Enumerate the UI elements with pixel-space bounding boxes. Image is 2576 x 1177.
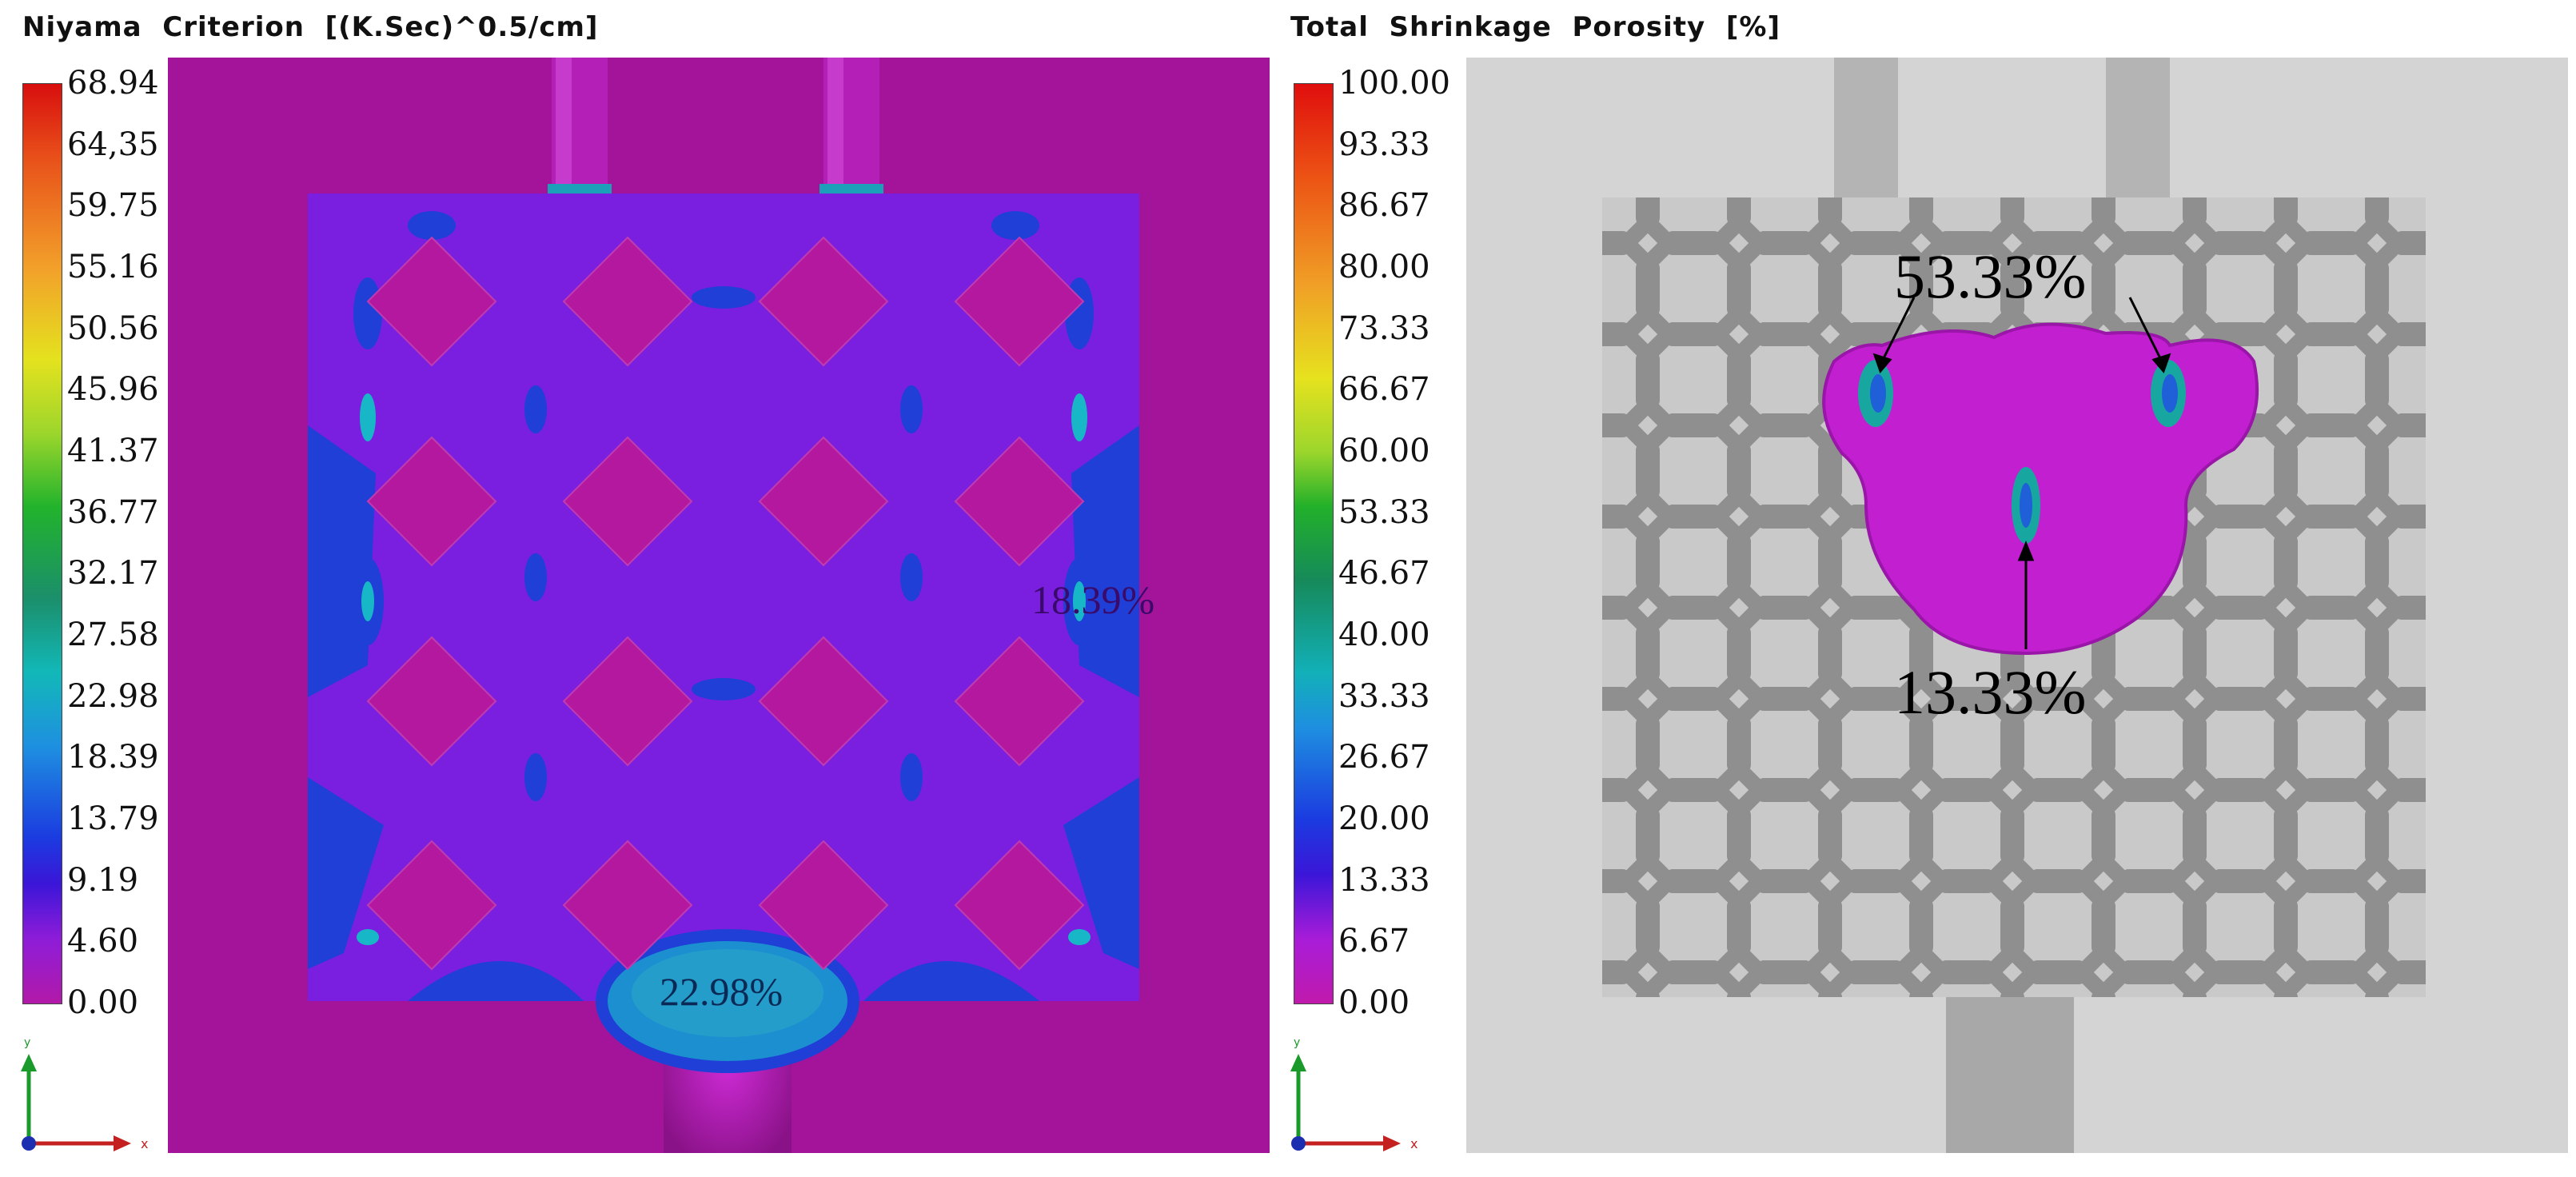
niyama-axis-y-label: y (24, 1036, 30, 1049)
niyama-title: Niyama Criterion [(K.Sec)^0.5/cm] (22, 11, 599, 43)
lattice-ring (1909, 960, 2024, 997)
lattice-ring (1818, 960, 1933, 997)
lattice-ring (2365, 869, 2426, 984)
porosity-panel: Total Shrinkage Porosity [%] 100.00 93.33… (1279, 0, 2576, 1177)
colorbar-tick: 4.60 (67, 923, 139, 960)
colorbar-tick: 45.96 (67, 371, 159, 409)
niyama-node-diamond (366, 636, 497, 767)
colorbar-tick: 59.75 (67, 187, 159, 225)
colorbar-tick: 55.16 (67, 249, 159, 285)
lattice-ring (1727, 960, 1842, 997)
porosity-colorbar (1294, 83, 1334, 1004)
colorbar-tick: 9.19 (67, 861, 139, 899)
niyama-panel: Niyama Criterion [(K.Sec)^0.5/cm] 68.94 6… (0, 0, 1279, 1177)
lattice-ring (2365, 231, 2426, 346)
colorbar-tick: 22.98 (67, 677, 159, 715)
colorbar-tick: 64,35 (67, 126, 159, 163)
niyama-annotation-bottom: 22.98% (660, 969, 783, 1014)
lattice-ring (1636, 960, 1751, 997)
niyama-axis-triad: y x (21, 1036, 148, 1151)
porosity-title: Total Shrinkage Porosity [%] (1290, 11, 1781, 43)
colorbar-tick: 26.67 (1338, 739, 1430, 776)
lattice-ring (2274, 960, 2389, 997)
colorbar-tick: 100.00 (1338, 65, 1450, 102)
colorbar-tick: 27.58 (67, 616, 159, 653)
colorbar-tick: 0.00 (67, 984, 139, 1021)
porosity-annotation-bottom: 13.33% (1894, 657, 2086, 727)
colorbar-tick: 80.00 (1338, 249, 1430, 285)
niyama-node-diamond (562, 436, 693, 567)
niyama-node-diamond (366, 840, 497, 971)
porosity-axis-y-label: y (1294, 1036, 1300, 1049)
lattice-ring (1602, 960, 1660, 997)
niyama-axis-x-label: x (141, 1136, 148, 1151)
niyama-node-diamond (562, 636, 693, 767)
niyama-node-diamond (758, 840, 889, 971)
lattice-ring (2000, 960, 2115, 997)
colorbar-tick: 33.33 (1338, 677, 1430, 715)
lattice-ring (2365, 596, 2426, 711)
niyama-node-diamond (954, 840, 1085, 971)
niyama-node-diamond (758, 236, 889, 367)
niyama-node-diamond (954, 236, 1085, 367)
bottom-sprue-gray (1946, 997, 2074, 1153)
lattice-ring (2365, 413, 2426, 529)
porosity-region (1822, 322, 2259, 656)
lattice-ring (2365, 687, 2426, 802)
top-riser-left-gray (1834, 58, 1898, 197)
colorbar-tick: 93.33 (1338, 126, 1430, 163)
porosity-axis-x-label: x (1410, 1136, 1418, 1151)
niyama-node-diamond (954, 636, 1085, 767)
lattice-ring (2365, 322, 2426, 437)
colorbar-tick: 36.77 (67, 493, 159, 531)
niyama-node-diamond (562, 236, 693, 367)
porosity-casting-view: 53.33% 13.33% (1466, 58, 2568, 1153)
top-riser-right-gray (2106, 58, 2170, 197)
lattice-ring (2092, 960, 2207, 997)
colorbar-tick: 6.67 (1338, 923, 1410, 960)
colorbar-tick: 18.39 (67, 739, 159, 776)
niyama-node-diamond (758, 636, 889, 767)
niyama-annotation-right: 18.39% (1031, 577, 1154, 622)
colorbar-tick: 32.17 (67, 555, 159, 592)
colorbar-tick: 73.33 (1338, 309, 1430, 347)
lattice-ring (2365, 778, 2426, 893)
colorbar-tick: 46.67 (1338, 555, 1430, 592)
colorbar-tick: 13.79 (67, 800, 159, 837)
colorbar-tick: 13.33 (1338, 861, 1430, 899)
lattice-ring (2365, 505, 2426, 620)
colorbar-tick: 53.33 (1338, 493, 1430, 531)
niyama-node-diamond (366, 236, 497, 367)
porosity-annotation-top: 53.33% (1894, 241, 2086, 311)
porosity-axis-triad: y x (1290, 1036, 1418, 1151)
colorbar-tick: 86.67 (1338, 187, 1430, 225)
colorbar-tick: 20.00 (1338, 800, 1430, 837)
niyama-node-diamond (758, 436, 889, 567)
niyama-node-diamond (366, 436, 497, 567)
colorbar-tick: 41.37 (67, 433, 159, 469)
lattice-ring (2183, 960, 2298, 997)
niyama-casting-view: 18.39% 22.98% (168, 58, 1270, 1153)
colorbar-tick: 60.00 (1338, 433, 1430, 469)
niyama-node-diamond (562, 840, 693, 971)
colorbar-tick: 66.67 (1338, 371, 1430, 409)
colorbar-tick: 50.56 (67, 309, 159, 347)
colorbar-tick: 0.00 (1338, 984, 1410, 1021)
niyama-node-diamond (954, 436, 1085, 567)
colorbar-tick: 40.00 (1338, 616, 1430, 653)
colorbar-tick: 68.94 (67, 65, 159, 102)
niyama-colorbar (22, 83, 62, 1004)
